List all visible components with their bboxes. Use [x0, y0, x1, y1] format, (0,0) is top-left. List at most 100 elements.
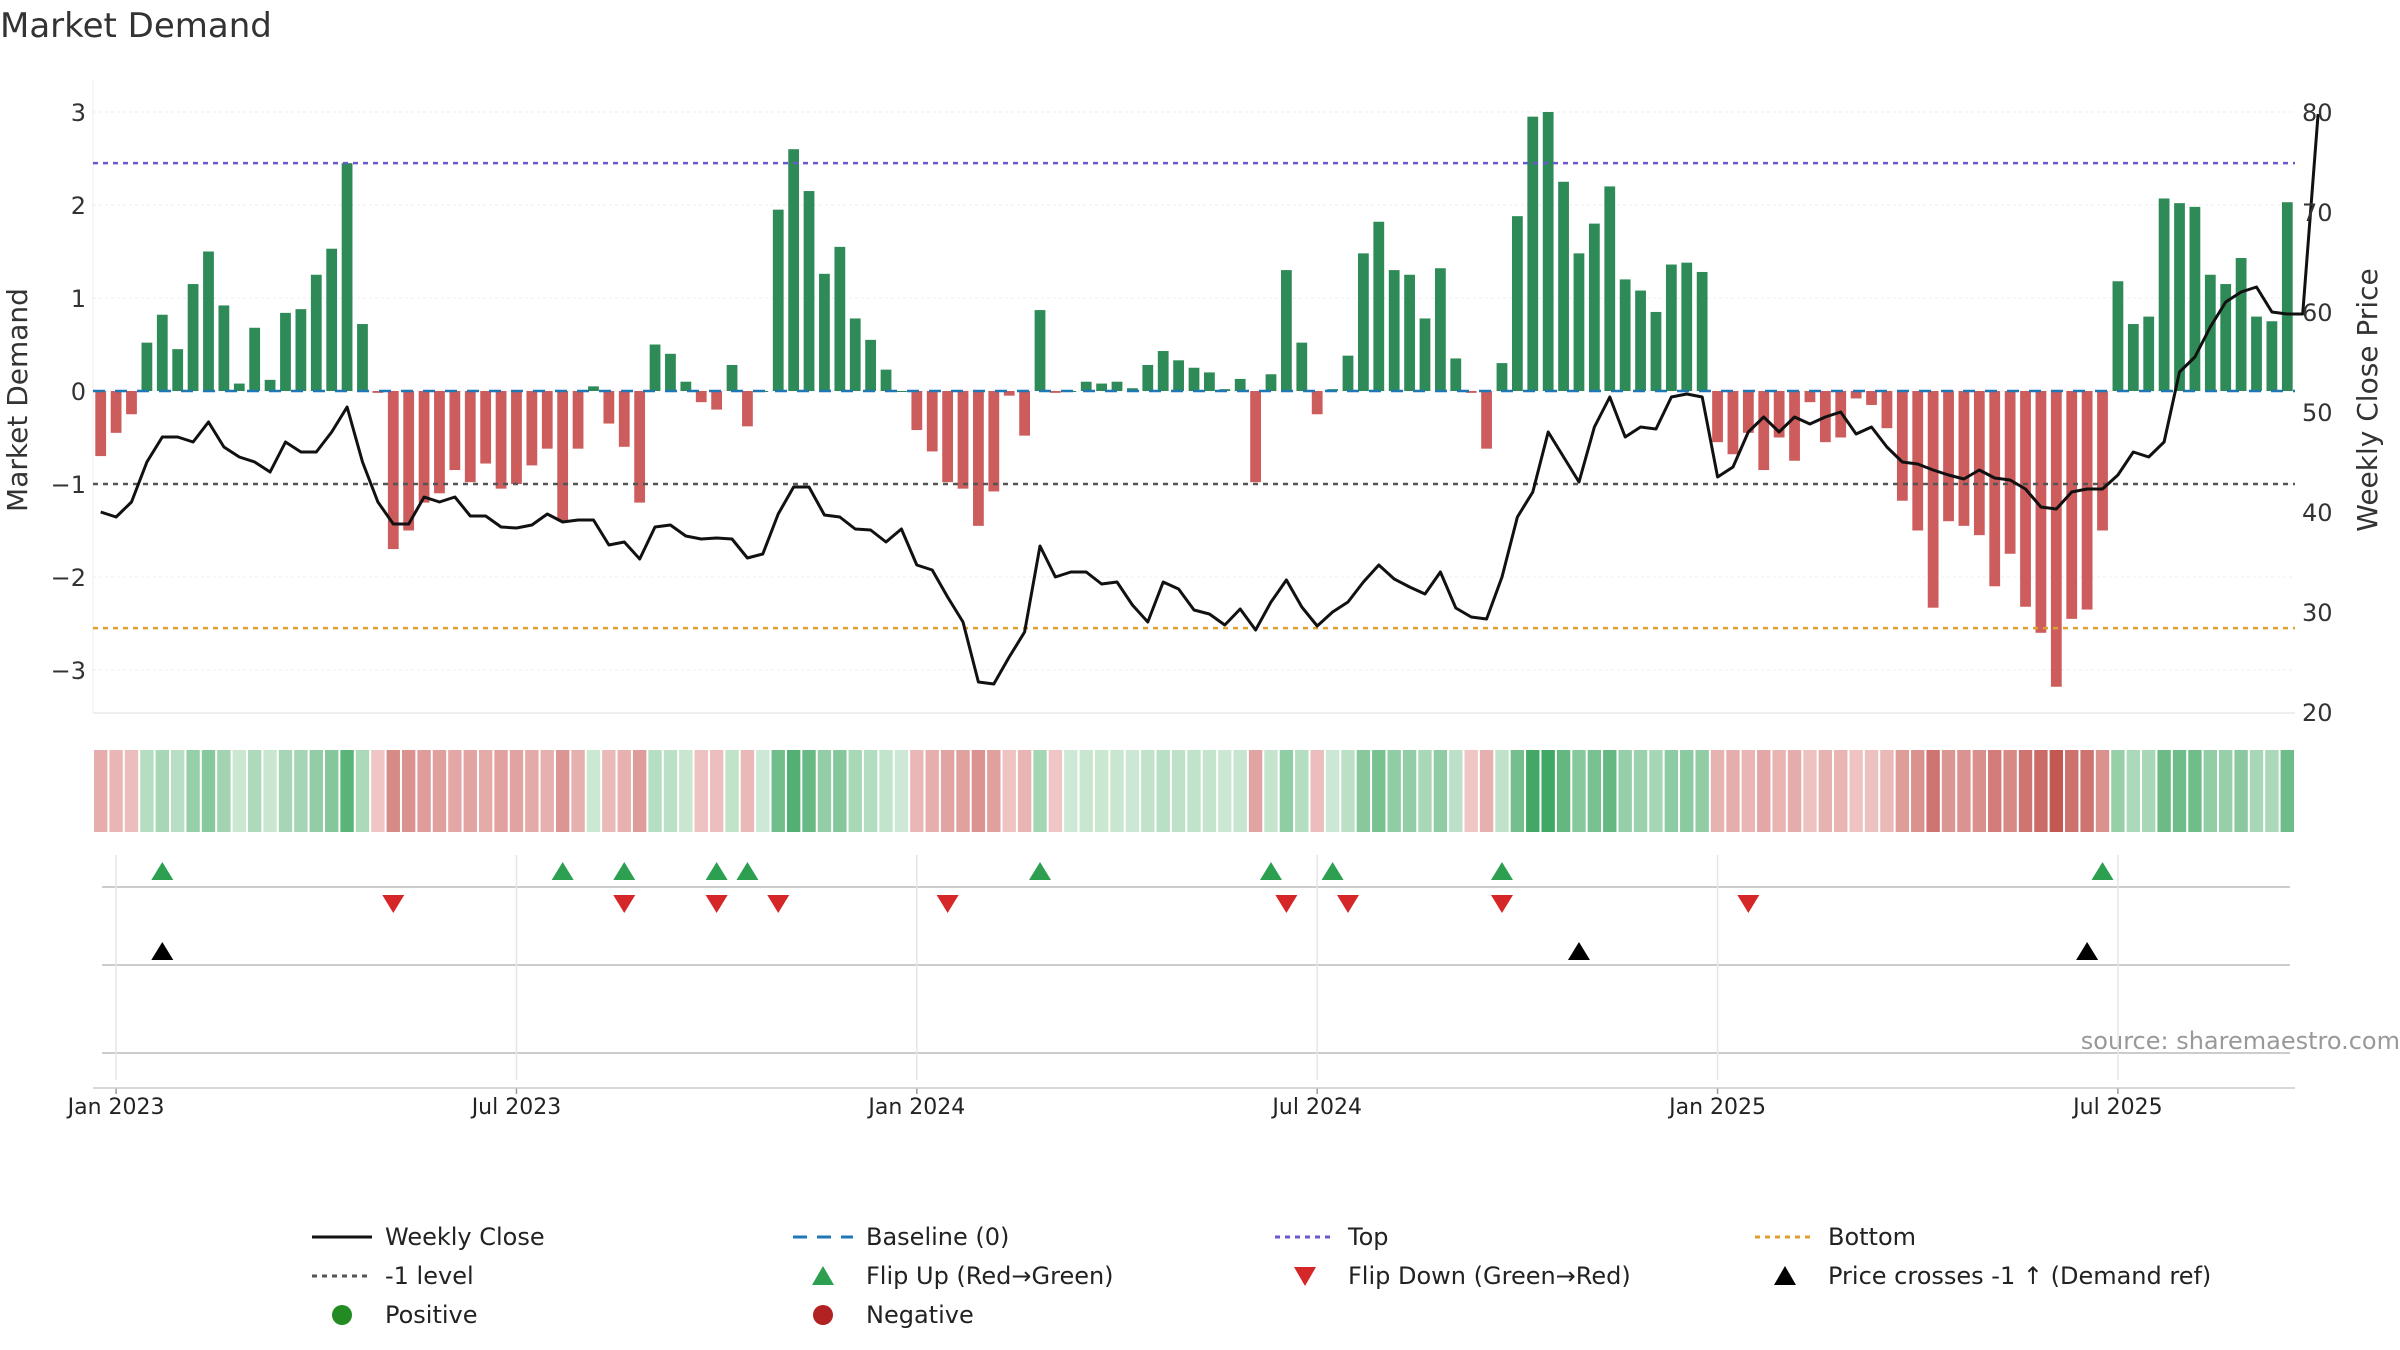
heat-strip-cell: [1649, 750, 1663, 832]
heat-strip-cell: [833, 750, 847, 832]
flip-down-marker: [382, 895, 405, 913]
x-axis: Jan 2023 Jul 2023 Jan 2024 Jul 2024 Jan 2025…: [66, 855, 2295, 1120]
heat-strip-cell: [1495, 750, 1509, 832]
heat-strip-cell: [109, 750, 123, 832]
heat-strip-cell: [925, 750, 939, 832]
heat-strip-cell: [1248, 750, 1263, 832]
x-tick-label: Jul 2024: [1270, 1095, 1362, 1120]
heat-strip-cell: [756, 750, 770, 832]
x-tick-label: Jul 2025: [2071, 1095, 2163, 1120]
y-tick-label: 3: [71, 99, 86, 127]
heat-strip-cell: [1341, 750, 1355, 832]
heat-strip-cell: [1033, 750, 1047, 832]
y2-tick-label: 60: [2302, 299, 2333, 327]
heat-strip-cell: [417, 750, 431, 832]
heat-strip-cell: [1064, 750, 1078, 832]
flip-down-marker: [767, 895, 790, 913]
heat-strip-cell: [386, 750, 400, 832]
heat-strip-cell: [509, 750, 524, 832]
heat-strip-cell: [278, 750, 293, 832]
legend-item: Price crosses -1 ↑ (Demand ref): [1774, 1262, 2211, 1290]
heat-strip-cell: [1710, 750, 1725, 832]
heat-strip-cell: [1957, 750, 1971, 832]
legend-swatch-circle: [813, 1305, 833, 1325]
legend-label: Price crosses -1 ↑ (Demand ref): [1828, 1262, 2211, 1290]
heat-strip-cell: [186, 750, 200, 832]
heat-strip-cell: [586, 750, 601, 832]
demand-bar: [1527, 116, 1539, 392]
demand-bar: [280, 312, 291, 391]
demand-bar: [1558, 181, 1569, 391]
heat-strip-cell: [247, 750, 262, 832]
flip-up-marker: [551, 862, 574, 880]
demand-bar: [1404, 274, 1415, 391]
demand-bar: [2204, 274, 2216, 391]
demand-bar: [1204, 372, 1215, 391]
demand-bar: [434, 391, 445, 494]
demand-bar: [418, 391, 430, 503]
legend-item: Baseline (0): [793, 1223, 1009, 1251]
heat-strip-cell: [1202, 750, 1217, 832]
heat-strip-cell: [1741, 750, 1756, 832]
chart-title: Market Demand: [0, 6, 272, 46]
flip-down-marker: [1737, 895, 1760, 913]
heat-strip-cell: [1772, 750, 1786, 832]
heat-strip-cell: [1002, 750, 1016, 832]
heat-strip-cell: [463, 750, 477, 832]
legend-label: Weekly Close: [385, 1223, 545, 1251]
y2-tick-label: 80: [2302, 99, 2333, 127]
heat-strip-cell: [2172, 750, 2187, 832]
demand-bar: [495, 391, 507, 489]
heat-strip-cell: [1141, 750, 1155, 832]
demand-bar: [865, 339, 877, 391]
demand-bar: [1465, 391, 1477, 393]
heat-strip-cell: [201, 750, 216, 832]
heat-strip-cell: [525, 750, 539, 832]
demand-bar: [665, 353, 676, 391]
demand-bar: [1034, 310, 1046, 391]
heat-strip-cell: [1418, 750, 1432, 832]
heat-strip-cell: [1603, 750, 1617, 832]
heat-strip-cell: [956, 750, 970, 832]
demand-bar: [1019, 391, 1031, 436]
heat-strip-cell: [863, 750, 878, 832]
demand-bar: [1588, 223, 1600, 391]
demand-bar: [973, 391, 984, 526]
demand-bar: [1419, 318, 1431, 391]
demand-bar: [557, 391, 569, 522]
heat-strip-cell: [355, 750, 370, 832]
heat-strip-cell: [1664, 750, 1679, 832]
demand-bar: [341, 163, 353, 391]
demand-bar: [1434, 268, 1446, 391]
flip-down-marker: [705, 895, 728, 913]
heat-strip-cell: [709, 750, 724, 832]
y2-tick-label: 50: [2302, 399, 2333, 427]
legend-label: Top: [1347, 1223, 1389, 1251]
heat-strip-cell: [2157, 750, 2171, 832]
x-tick-label: Jan 2023: [66, 1095, 165, 1120]
heat-strip-cell: [1171, 750, 1186, 832]
demand-bar: [1773, 391, 1785, 438]
reference-lines: [93, 161, 2295, 630]
demand-bar: [249, 327, 261, 391]
demand-bar: [541, 391, 553, 449]
heat-strip-cell: [1526, 750, 1540, 832]
heat-strip-cell: [617, 750, 631, 832]
heat-strip-cell: [725, 750, 739, 832]
demand-bar: [2112, 281, 2124, 391]
demand-bar: [742, 391, 753, 427]
demand-bar: [1157, 351, 1169, 391]
demand-bar: [2127, 324, 2139, 391]
y-tick-label: 1: [71, 285, 86, 313]
heat-strip-cell: [401, 750, 416, 832]
demand-bar: [695, 391, 707, 403]
demand-bar: [141, 342, 153, 391]
y-tick-label: 2: [71, 192, 86, 220]
demand-bar: [1265, 374, 1277, 391]
heat-strip-cell: [1279, 750, 1294, 832]
demand-bar: [957, 391, 969, 489]
demand-bar: [2050, 391, 2062, 687]
demand-bar: [2158, 198, 2170, 391]
heat-strip-cell: [2095, 750, 2110, 832]
y-tick-label: 0: [71, 378, 86, 406]
